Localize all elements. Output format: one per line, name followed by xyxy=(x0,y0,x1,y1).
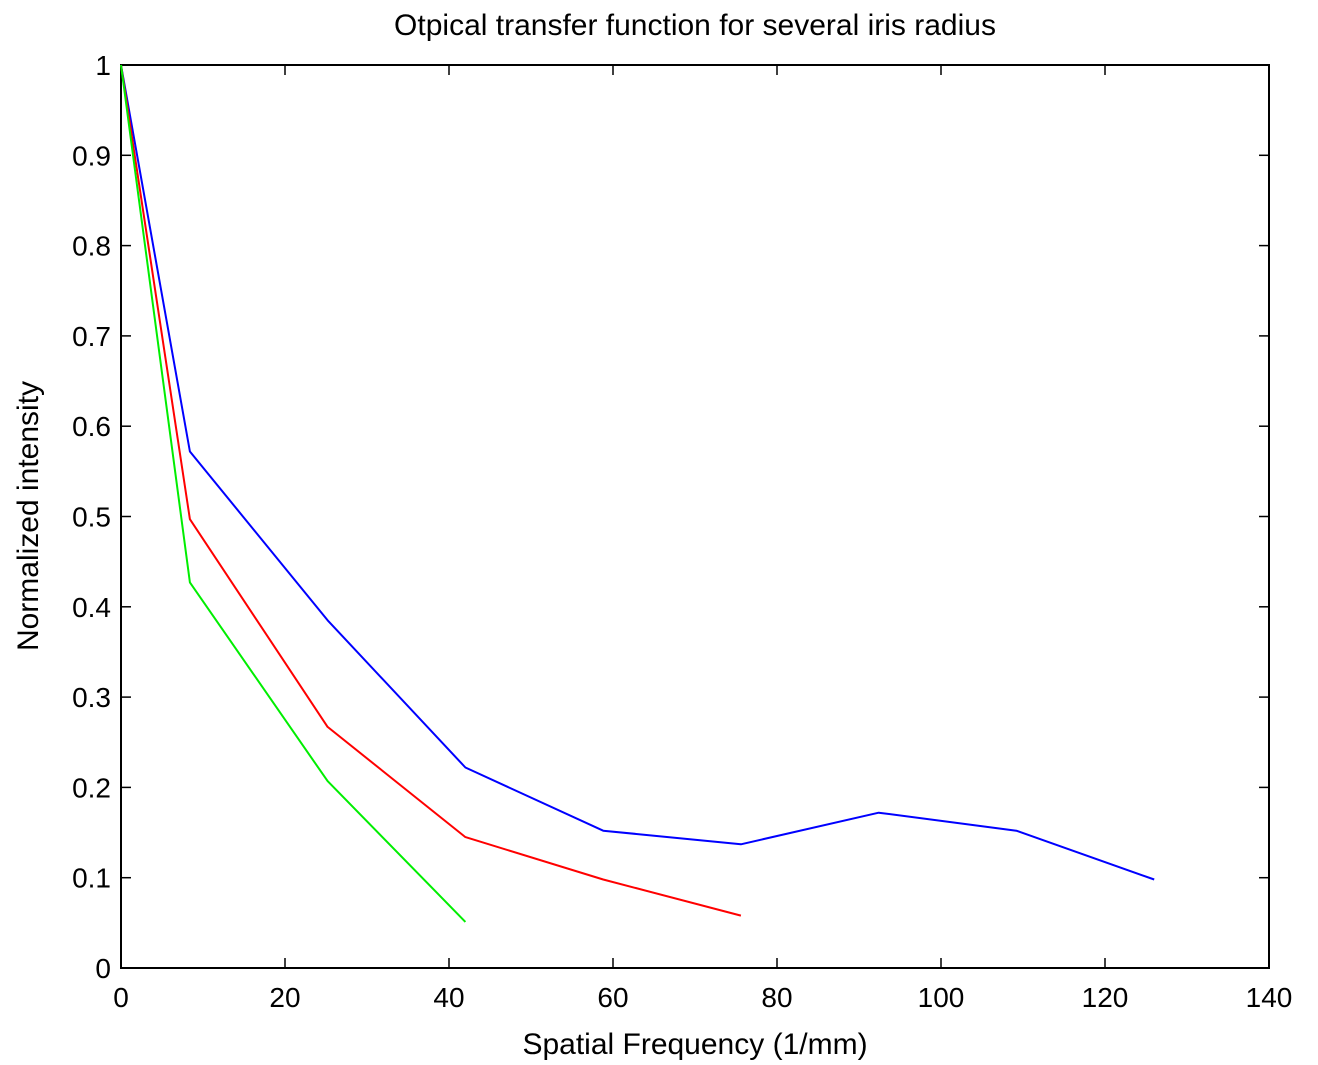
y-tick-label: 0.8 xyxy=(72,231,111,262)
y-tick-label: 0.5 xyxy=(72,502,111,533)
x-tick-label: 80 xyxy=(761,982,792,1013)
y-tick-label: 1 xyxy=(95,50,111,81)
x-tick-label: 100 xyxy=(918,982,965,1013)
y-axis-label: Normalized intensity xyxy=(12,381,45,651)
y-tick-label: 0.1 xyxy=(72,863,111,894)
x-tick-label: 60 xyxy=(597,982,628,1013)
x-tick-label: 120 xyxy=(1082,982,1129,1013)
series-lines xyxy=(120,64,1155,923)
x-axis-label: Spatial Frequency (1/mm) xyxy=(522,1028,867,1061)
axis-ticks xyxy=(120,64,1270,969)
y-tick-label: 0.9 xyxy=(72,140,111,171)
y-tick-label: 0.6 xyxy=(72,411,111,442)
y-tick-label: 0.4 xyxy=(72,592,111,623)
y-tick-label: 0 xyxy=(95,953,111,984)
x-tick-label: 140 xyxy=(1246,982,1293,1013)
series-line-3 xyxy=(120,64,467,923)
y-tick-label: 0.2 xyxy=(72,772,111,803)
y-tick-label: 0.7 xyxy=(72,321,111,352)
x-tick-label: 0 xyxy=(113,982,129,1013)
axis-tick-labels: 0 20 40 60 80 100 120 140 0 0.1 0.2 0.3 0.4 0.5 0.6 0.7… xyxy=(72,50,1292,1013)
plot-area-frame xyxy=(120,64,1270,969)
y-tick-label: 0.3 xyxy=(72,682,111,713)
x-tick-label: 20 xyxy=(269,982,300,1013)
series-line-1 xyxy=(120,64,1155,881)
series-line-2 xyxy=(120,64,742,917)
chart-title: Otpical transfer function for several ir… xyxy=(394,9,996,42)
x-tick-label: 40 xyxy=(433,982,464,1013)
